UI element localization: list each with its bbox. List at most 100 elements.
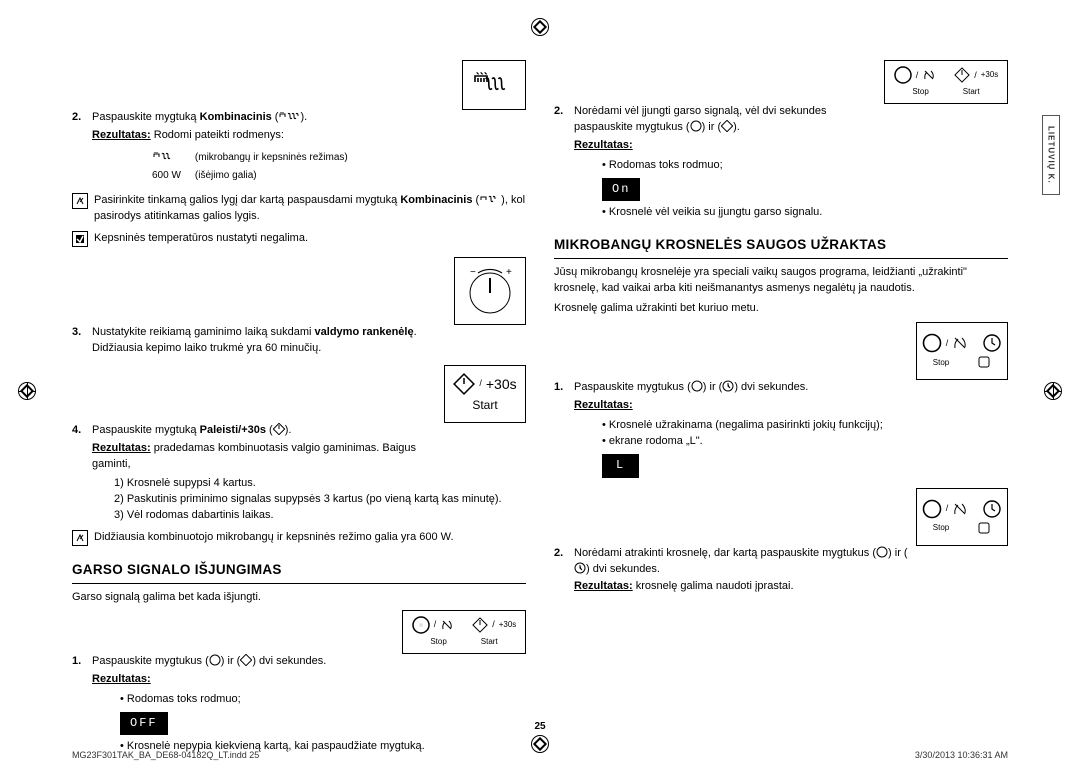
text: ).	[300, 111, 307, 123]
dial-icon-box: −+	[454, 257, 526, 325]
display-on: On	[602, 178, 640, 201]
start-inline-icon	[240, 654, 252, 666]
svg-text:−: −	[470, 267, 476, 278]
start-diamond-icon	[453, 373, 475, 395]
stop-circle-icon	[922, 499, 942, 519]
bullet: ekrane rodoma „L".	[602, 434, 908, 450]
start-label: Start	[481, 636, 498, 648]
stop-inline-icon	[690, 120, 702, 132]
text: Pasirinkite tinkamą galios lygį dar kart…	[94, 194, 400, 206]
note-600w: Didžiausia kombinuotojo mikrobangų ir ke…	[72, 530, 526, 546]
registration-mark-right	[1044, 382, 1062, 400]
footer-timestamp: 3/30/2013 10:36:31 AM	[915, 750, 1008, 760]
text: ).	[285, 424, 292, 436]
cancel-icon	[440, 618, 454, 632]
stop-clock-box-1: / Stop	[916, 322, 1008, 380]
registration-mark-left	[18, 382, 36, 400]
text-bold: Kombinacinis	[200, 111, 272, 123]
result-label: Rezultatas:	[574, 580, 633, 592]
plus30-label: +30s	[499, 619, 517, 631]
text: ) ir (	[888, 547, 908, 559]
intro-text: Krosnelę galima užrakinti bet kuriuo met…	[554, 301, 1008, 317]
cancel-icon	[952, 501, 968, 517]
text-bold: valdymo rankenėlę	[315, 326, 414, 338]
section-intro: Garso signalą galima bet kada išjungti.	[72, 590, 526, 606]
page-number: 25	[0, 721, 1080, 732]
lock-step-2: 2. Norėdami atrakinti krosnelę, dar kart…	[554, 546, 1008, 596]
text: Norėdami atrakinti krosnelę, dar kartą p…	[574, 547, 876, 559]
stop-inline-icon	[209, 654, 221, 666]
text: ) dvi sekundes.	[734, 381, 808, 393]
bullet: Rodomas toks rodmuo;	[120, 692, 526, 708]
text: (	[272, 111, 279, 123]
step-number: 3.	[72, 325, 86, 357]
stop-inline-icon	[876, 546, 888, 558]
combi-inline-icon	[152, 151, 174, 161]
section-safety-lock: MIKROBANGŲ KROSNELĖS SAUGOS UŽRAKTAS	[554, 235, 1008, 259]
plus30-label: +30s	[486, 374, 517, 394]
square-icon	[977, 355, 991, 369]
text: (	[472, 194, 479, 206]
step-number: 2.	[554, 104, 568, 154]
note-icon	[72, 530, 88, 546]
combi-inline-icon	[479, 194, 501, 204]
plus30-label: +30s	[981, 69, 999, 81]
warning-icon	[72, 231, 88, 247]
dial-icon: −+	[463, 264, 517, 318]
combi-inline-icon	[278, 111, 300, 121]
stop-label: Stop	[933, 357, 949, 369]
result-label: Rezultatas:	[92, 442, 151, 454]
registration-mark-bottom	[531, 735, 549, 753]
section-sound-off: GARSO SIGNALO IŠJUNGIMAS	[72, 560, 526, 584]
sub-item: 2) Paskutinis priminimo signalas supypsė…	[114, 492, 526, 508]
mode-table: (mikrobangų ir kepsninės režimas) 600 W(…	[144, 148, 356, 187]
start-label: Start	[472, 397, 497, 414]
note-icon	[72, 193, 88, 209]
right-column: / / +30s Stop Start 2. Norėdami vėl įjun…	[554, 60, 1008, 720]
text: ) dvi sekundes.	[586, 563, 660, 575]
registration-mark-top	[531, 18, 549, 36]
start-label: Start	[963, 86, 980, 98]
stop-start-box: / / +30s Stop Start	[402, 610, 526, 654]
text: ) ir (	[703, 381, 723, 393]
svg-text:+: +	[506, 267, 512, 278]
text: Paspauskite mygtukus (	[92, 655, 209, 667]
result-label: Rezultatas:	[92, 673, 151, 685]
text: Paspauskite mygtuką	[92, 424, 200, 436]
start-icon-box: / +30s Start	[444, 365, 526, 423]
stop-circle-icon	[894, 66, 912, 84]
note-power: Pasirinkite tinkamą galios lygį dar kart…	[72, 193, 526, 225]
clock-inline-icon	[722, 380, 734, 392]
stop-clock-box-2: / Stop	[916, 488, 1008, 546]
display-l: L	[602, 454, 639, 477]
text: ) dvi sekundes.	[252, 655, 326, 667]
clock-icon	[982, 499, 1002, 519]
step-number: 4.	[72, 423, 86, 473]
sound-step-1: 1. Paspauskite mygtukus () ir () dvi sek…	[72, 654, 526, 688]
stop-start-box-2: / / +30s Stop Start	[884, 60, 1008, 104]
table-cell: (mikrobangų ir kepsninės režimas)	[189, 150, 354, 167]
left-column: 2. Paspauskite mygtuką Kombinacinis (). …	[72, 60, 526, 720]
language-tab: LIETUVIŲ K.	[1042, 115, 1060, 195]
step-3: 3. Nustatykite reikiamą gaminimo laiką s…	[72, 325, 526, 357]
text-bold: Paleisti/+30s	[200, 424, 266, 436]
result-text: krosnelę galima naudoti įprastai.	[633, 580, 794, 592]
clock-inline-icon	[574, 562, 586, 574]
start-diamond-icon	[954, 67, 970, 83]
text: ) ir (	[702, 121, 722, 133]
step-number: 2.	[554, 546, 568, 596]
sound-step-2: 2. Norėdami vėl įjungti garso signalą, v…	[554, 104, 1008, 154]
bullet: Krosnelė vėl veikia su įjungtu garso sig…	[602, 205, 1008, 221]
step-2: 2. Paspauskite mygtuką Kombinacinis (). …	[72, 110, 526, 144]
stop-circle-icon	[922, 333, 942, 353]
stop-inline-icon	[691, 380, 703, 392]
bullet: Krosnelė užrakinama (negalima pasirinkti…	[602, 418, 908, 434]
stop-label: Stop	[912, 86, 928, 98]
footer-filename: MG23F301TAK_BA_DE68-04182Q_LT.indd 25	[72, 750, 259, 760]
start-inline-icon	[721, 120, 733, 132]
lock-step-1: 1. Paspauskite mygtukus () ir () dvi sek…	[554, 380, 1008, 414]
text: Didžiausia kombinuotojo mikrobangų ir ke…	[94, 530, 526, 546]
cancel-icon	[952, 335, 968, 351]
combi-mode-icon	[472, 70, 516, 100]
result-text: Rodomi pateikti rodmenys:	[151, 129, 284, 141]
